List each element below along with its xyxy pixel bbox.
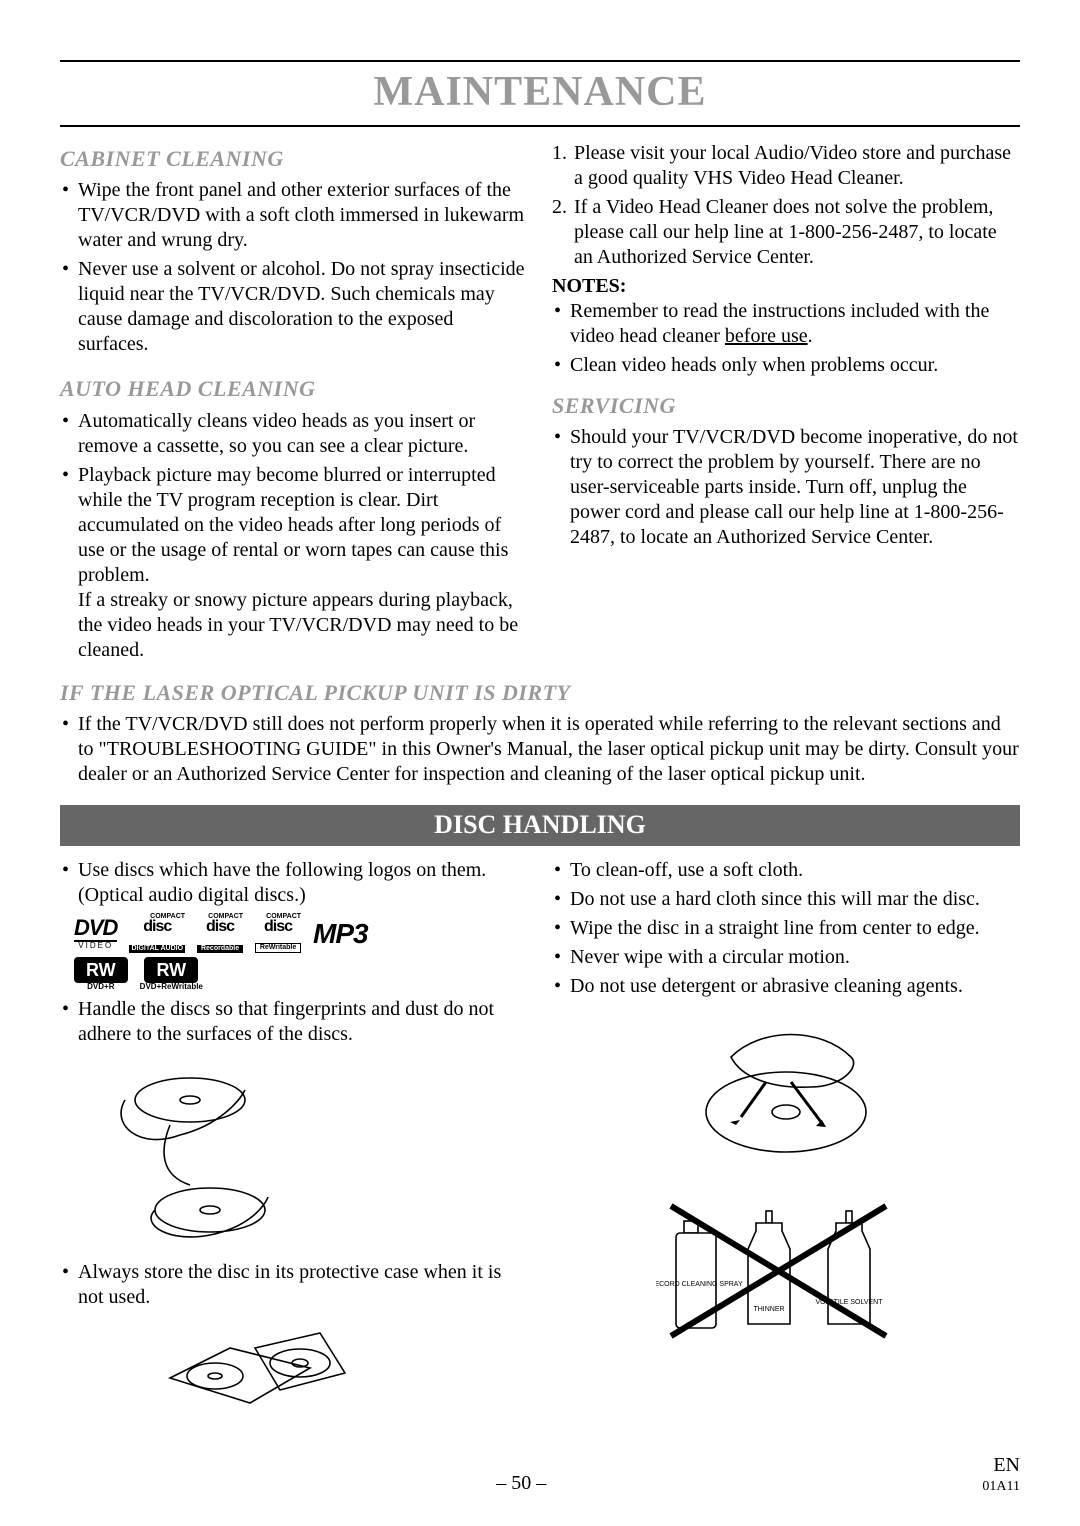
page-title: MAINTENANCE: [60, 60, 1020, 127]
list-item: Use discs which have the following logos…: [60, 858, 528, 908]
auto-head-cleaning-heading: AUTO HEAD CLEANING: [60, 375, 528, 403]
document-code: 01A11: [982, 1478, 1020, 1496]
list-item: Never wipe with a circular motion.: [552, 945, 1020, 970]
logo-text: DIGITAL AUDIO: [129, 945, 185, 953]
disc-logo-row-2: RW DVD+R RW DVD+ReWritable: [74, 957, 528, 991]
laser-list: If the TV/VCR/DVD still does not perform…: [60, 712, 1020, 787]
list-item: If a Video Head Cleaner does not solve t…: [552, 195, 1020, 270]
disc-case-illustration: [160, 1318, 528, 1435]
logo-text: disc: [255, 920, 301, 934]
cabinet-cleaning-list: Wipe the front panel and other exterior …: [60, 178, 528, 357]
list-item: Please visit your local Audio/Video stor…: [552, 141, 1020, 191]
logo-text: disc: [129, 920, 185, 934]
bottle-label: THINNER: [753, 1306, 784, 1313]
list-item: Do not use detergent or abrasive cleanin…: [552, 974, 1020, 999]
notes-label: NOTES:: [552, 274, 1020, 299]
list-item: Wipe the front panel and other exterior …: [60, 178, 528, 253]
list-item: Handle the discs so that fingerprints an…: [60, 997, 528, 1047]
disc-left-column: Use discs which have the following logos…: [60, 858, 528, 1444]
dvd-plus-r-logo: RW DVD+R: [74, 957, 128, 991]
disc-handling-columns: Use discs which have the following logos…: [60, 858, 1020, 1444]
list-item: Remember to read the instructions includ…: [552, 299, 1020, 349]
laser-section: IF THE LASER OPTICAL PICKUP UNIT IS DIRT…: [60, 679, 1020, 788]
servicing-list: Should your TV/VCR/DVD become inoperativ…: [552, 425, 1020, 550]
disc-handling-banner: DISC HANDLING: [60, 805, 1020, 846]
note-text: Clean video heads only when problems occ…: [570, 354, 938, 376]
disc-left-list: Use discs which have the following logos…: [60, 858, 528, 908]
head-cleaner-steps: Please visit your local Audio/Video stor…: [552, 141, 1020, 270]
disc-wiping-illustration: [552, 1017, 1020, 1174]
svg-text:THINNER: THINNER: [753, 1306, 784, 1313]
list-item: If the TV/VCR/DVD still does not perform…: [60, 712, 1020, 787]
list-item: Do not use a hard cloth since this will …: [552, 887, 1020, 912]
cd-recordable-logo: COMPACT disc Recordable: [197, 914, 243, 953]
notes-list: Remember to read the instructions includ…: [552, 299, 1020, 378]
servicing-heading: SERVICING: [552, 392, 1020, 420]
list-item: Always store the disc in its protective …: [60, 1260, 528, 1310]
maintenance-columns: CABINET CLEANING Wipe the front panel an…: [60, 141, 1020, 667]
list-item: To clean-off, use a soft cloth.: [552, 858, 1020, 883]
note-underline: before use: [725, 325, 808, 347]
left-column: CABINET CLEANING Wipe the front panel an…: [60, 141, 528, 667]
bottle-label: RECORD CLEANING SPRAY: [656, 1281, 743, 1288]
list-item: Should your TV/VCR/DVD become inoperativ…: [552, 425, 1020, 550]
cd-rewritable-logo: COMPACT disc ReWritable: [255, 914, 301, 954]
logo-text: VIDEO: [74, 942, 117, 950]
dvd-video-logo: DVD VIDEO: [74, 917, 117, 950]
cd-digital-audio-logo: COMPACT disc DIGITAL AUDIO: [129, 914, 185, 953]
logo-text: RW: [74, 957, 128, 983]
logo-text: Recordable: [197, 945, 243, 953]
list-item: Never use a solvent or alcohol. Do not s…: [60, 257, 528, 357]
logo-text: ReWritable: [255, 943, 301, 953]
disc-left-list-2: Handle the discs so that fingerprints an…: [60, 997, 528, 1047]
logo-text: DVD: [74, 917, 117, 942]
disc-right-list: To clean-off, use a soft cloth. Do not u…: [552, 858, 1020, 999]
note-text: .: [808, 325, 813, 347]
dvd-plus-rewritable-logo: RW DVD+ReWritable: [140, 957, 203, 991]
page-number: – 50 –: [496, 1471, 546, 1496]
logo-text: DVD+ReWritable: [140, 983, 203, 991]
auto-head-cleaning-list: Automatically cleans video heads as you …: [60, 409, 528, 663]
mp3-logo: MP3: [313, 916, 368, 951]
logo-text: RW: [144, 957, 198, 983]
list-item: Playback picture may become blurred or i…: [60, 463, 528, 663]
right-column: Please visit your local Audio/Video stor…: [552, 141, 1020, 667]
logo-text: DVD+R: [74, 983, 128, 991]
disc-handling-illustration: [100, 1055, 528, 1252]
language-code: EN: [982, 1453, 1020, 1478]
page-footer: – 50 – EN 01A11: [60, 1453, 1020, 1496]
disc-logo-row: DVD VIDEO COMPACT disc DIGITAL AUDIO COM…: [74, 914, 528, 954]
logo-text: disc: [197, 920, 243, 934]
prohibited-cleaners-illustration: RECORD CLEANING SPRAY THINNER VOLATILE S…: [552, 1186, 1020, 1363]
svg-text:RECORD CLEANING SPRAY: RECORD CLEANING SPRAY: [656, 1281, 743, 1288]
list-item: Wipe the disc in a straight line from ce…: [552, 916, 1020, 941]
cabinet-cleaning-heading: CABINET CLEANING: [60, 145, 528, 173]
list-item: Clean video heads only when problems occ…: [552, 353, 1020, 378]
disc-left-list-3: Always store the disc in its protective …: [60, 1260, 528, 1310]
list-item: Automatically cleans video heads as you …: [60, 409, 528, 459]
laser-heading: IF THE LASER OPTICAL PICKUP UNIT IS DIRT…: [60, 679, 1020, 707]
disc-right-column: To clean-off, use a soft cloth. Do not u…: [552, 858, 1020, 1444]
